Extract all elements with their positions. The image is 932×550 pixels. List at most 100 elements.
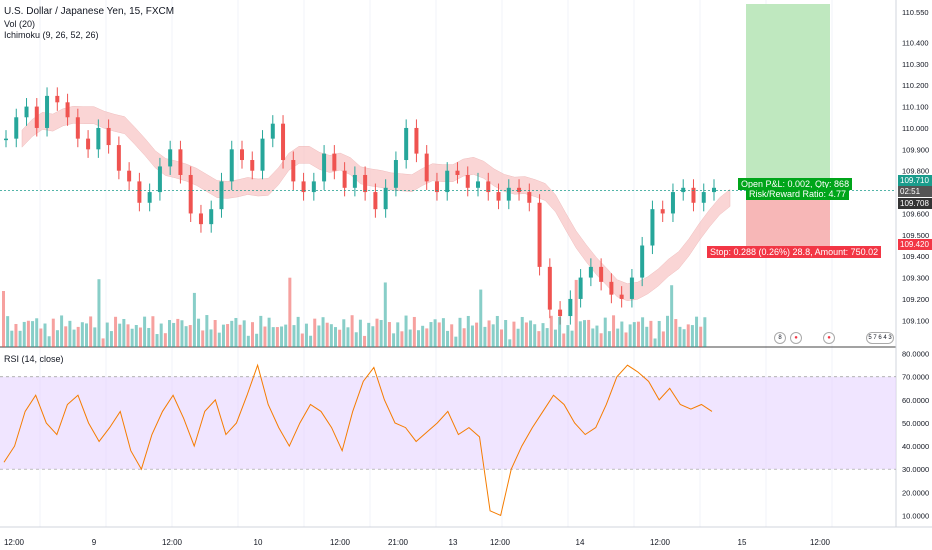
volume-bar: [138, 327, 142, 347]
rsi-indicator-label[interactable]: RSI (14, close): [4, 354, 64, 364]
volume-bar: [657, 320, 661, 347]
event-group-count: 5 7 6 4 3: [868, 335, 892, 341]
ichimoku-indicator-label[interactable]: Ichimoku (9, 26, 52, 26): [4, 30, 99, 40]
volume-bar: [176, 318, 180, 347]
volume-bar: [607, 331, 611, 347]
volume-bar: [209, 329, 213, 347]
candle-body: [640, 245, 645, 278]
volume-bar: [636, 321, 640, 347]
candle-body: [96, 127, 101, 150]
volume-bar: [109, 331, 113, 347]
volume-bar: [520, 316, 524, 347]
us-flag-event-icon[interactable]: 8: [774, 332, 786, 344]
volume-bar: [363, 335, 367, 347]
volume-bar: [425, 328, 429, 347]
volume-bar: [126, 324, 130, 347]
volume-bar: [159, 323, 163, 347]
volume-bar: [595, 325, 599, 347]
volume-bar: [155, 334, 159, 347]
volume-bar: [483, 326, 487, 347]
volume-bar: [221, 324, 225, 347]
volume-bar: [429, 322, 433, 347]
candle-body: [209, 209, 214, 225]
volume-bar: [280, 326, 284, 347]
candle-body: [424, 153, 429, 182]
rsi-tick-label: 60.0000: [902, 396, 929, 405]
candle-body: [434, 181, 439, 193]
current-price-tag: 109.710: [898, 175, 932, 186]
volume-bar: [383, 282, 387, 347]
volume-bar: [504, 320, 508, 347]
candle-body: [455, 170, 460, 175]
candle-body: [506, 187, 511, 201]
event-dot-icon[interactable]: ●: [790, 332, 802, 344]
us-flag-event-group-icon[interactable]: 5 7 6 4 3: [866, 332, 894, 344]
volume-bar: [76, 326, 80, 347]
volume-bar: [545, 328, 549, 347]
volume-bar: [26, 320, 30, 347]
volume-bar: [122, 318, 126, 347]
volume-bar: [450, 324, 454, 347]
candle-body: [547, 266, 552, 310]
volume-bar: [417, 330, 420, 347]
volume-bar: [458, 317, 462, 347]
volume-bar: [653, 338, 657, 347]
volume-bar: [168, 320, 171, 347]
volume-bar: [35, 318, 39, 347]
symbol-title[interactable]: U.S. Dollar / Japanese Yen, 15, FXCM: [4, 6, 175, 17]
candle-body: [45, 95, 50, 128]
candle-body: [168, 149, 173, 167]
volume-bar: [433, 319, 437, 347]
volume-bar: [217, 332, 221, 347]
candle-body: [86, 138, 91, 150]
volume-bar: [641, 317, 645, 347]
candle-body: [250, 160, 255, 171]
volume-bar: [338, 329, 342, 347]
event-dot-icon[interactable]: ●: [823, 332, 835, 344]
candle-body: [650, 209, 655, 246]
stop-label[interactable]: Stop: 0.288 (0.26%) 28.8, Amount: 750.02: [707, 246, 882, 258]
time-tick-label: 12:00: [650, 538, 671, 547]
open-pnl-label[interactable]: Open P&L: 0.002, Qty: 868: [738, 178, 853, 190]
price-tick-label: 109.400: [902, 252, 929, 261]
time-tick-label: 10: [254, 538, 263, 547]
volume-bar: [541, 323, 545, 347]
rsi-tick-label: 30.0000: [902, 465, 929, 474]
volume-bar: [242, 320, 246, 347]
volume-bar: [64, 326, 68, 347]
volume-bar: [263, 326, 267, 347]
candle-body: [660, 209, 665, 214]
volume-bar: [537, 331, 541, 347]
volume-bar: [130, 328, 134, 347]
volume-bar: [213, 319, 217, 347]
price-tick-label: 110.200: [902, 81, 929, 90]
last-price-tag: 109.708: [898, 198, 932, 209]
volume-bar: [682, 329, 686, 347]
volume-bar: [628, 324, 632, 347]
volume-bar: [400, 331, 404, 347]
price-tick-label: 109.900: [902, 145, 929, 154]
volume-bar: [72, 329, 76, 347]
candle-body: [373, 192, 378, 210]
volume-bar: [670, 285, 674, 347]
stop-price-tag: 109.420: [898, 239, 932, 250]
candle-body: [332, 153, 337, 171]
candle-body: [629, 277, 634, 299]
volume-indicator-label[interactable]: Vol (20): [4, 19, 36, 29]
risk-reward-label[interactable]: Risk/Reward Ratio: 4.77: [746, 188, 850, 200]
volume-bar: [226, 324, 230, 347]
volume-bar: [408, 329, 412, 347]
volume-bar: [591, 328, 595, 347]
volume-bar: [470, 325, 474, 347]
candle-body: [352, 174, 357, 188]
candle-body: [445, 170, 450, 193]
candle-body: [240, 149, 244, 161]
ichimoku-cloud: [21, 105, 731, 302]
volume-bar: [10, 330, 14, 347]
volume-bar: [93, 327, 97, 347]
price-tick-label: 109.600: [902, 209, 929, 218]
volume-bar: [500, 329, 503, 347]
volume-bar: [80, 322, 84, 347]
